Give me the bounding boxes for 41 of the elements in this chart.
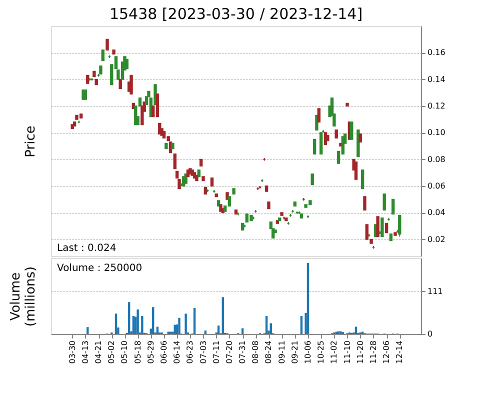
category-label: 07-20 [224, 340, 234, 364]
category-label: 06-06 [160, 340, 168, 364]
y-axis-title: Volume (millions) [8, 266, 38, 327]
category-label: 08-24 [264, 340, 274, 364]
category-label: 07-11 [212, 340, 221, 364]
category-label: 12-14 [395, 340, 404, 364]
category-label: 11-20 [356, 340, 365, 364]
category-label: 11-10 [342, 340, 352, 364]
annotation: Last : 0.024 [57, 243, 116, 254]
y-tick-label: 0.12 [428, 102, 446, 110]
category-label: 11-28 [368, 340, 378, 364]
category-label: 09-11 [277, 340, 286, 364]
category-label: 12-06 [382, 340, 392, 364]
category-label: 04-13 [80, 340, 90, 364]
category-label: 06-14 [172, 340, 182, 364]
y-tick-label: 0.02 [428, 234, 446, 244]
category-label: 03-30 [68, 340, 77, 364]
y-tick-label: 0.06 [428, 182, 446, 190]
y-tick-label: 0.14 [428, 74, 446, 84]
y-tick-label: 0.16 [428, 48, 446, 58]
annotation: Volume : 250000 [57, 263, 142, 274]
y-tick-label: 0.08 [428, 154, 446, 164]
category-label: 06-23 [186, 340, 195, 364]
category-label: 05-29 [146, 340, 156, 364]
category-label: 04-21 [94, 340, 104, 364]
category-label: 05-18 [133, 340, 142, 364]
y-axis-title: Price [24, 126, 38, 158]
y-tick-label: 111 [428, 286, 443, 296]
category-label: 05-10 [120, 340, 130, 364]
chart-title: 15438 [2023-03-30 / 2023-12-14] [109, 5, 363, 23]
category-label: 07-31 [238, 340, 248, 364]
category-label: 08-08 [251, 340, 260, 364]
y-tick-label: 0.10 [428, 128, 446, 138]
category-label: 10-25 [316, 340, 326, 364]
category-label: 11-02 [330, 340, 339, 364]
category-label: 05-02 [107, 340, 116, 364]
category-label: 07-03 [198, 340, 208, 364]
y-tick-label: 0.04 [428, 208, 446, 218]
category-label: 09-21 [290, 340, 300, 364]
y-tick-label: 0 [428, 330, 433, 338]
category-label: 10-06 [304, 340, 312, 364]
